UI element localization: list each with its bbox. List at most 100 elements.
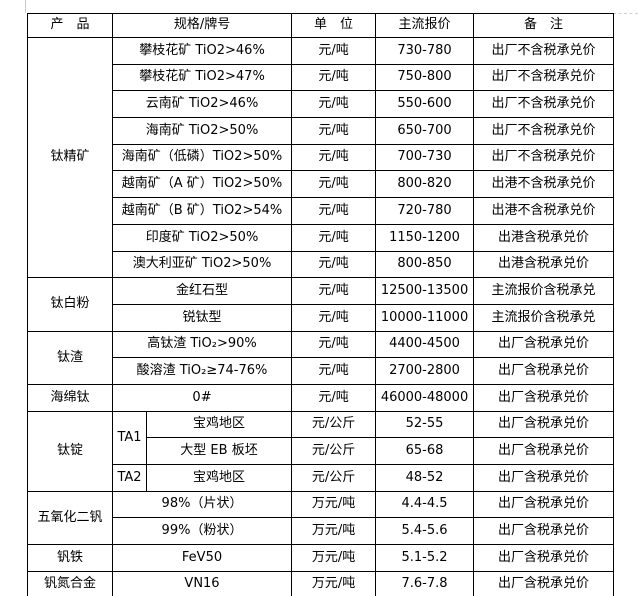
unit-cell: 元/吨	[291, 117, 377, 145]
table-row: 海南矿（低磷）TiO2>50% 元/吨 700-730 出厂不含税承兑价	[28, 143, 615, 172]
note-cell: 出厂含税承兑价	[473, 570, 615, 596]
price-cell: 52-55	[375, 410, 475, 439]
spec-cell: 金红石型	[111, 277, 293, 305]
spec-cell: 印度矿 TiO2>50%	[111, 223, 293, 252]
unit-cell: 元/公斤	[291, 437, 377, 465]
table-row: 海绵钛 0# 元/吨 46000-48000 出厂含税承兑价	[27, 383, 615, 412]
note-cell: 出港含税承兑价	[473, 223, 615, 252]
spec-cell: 越南矿（A 矿）TiO2>50%	[111, 170, 293, 199]
price-cell: 46000-48000	[375, 383, 475, 412]
price-cell: 800-850	[375, 250, 475, 279]
unit-cell: 元/吨	[291, 90, 377, 119]
spec-cell: 98%（片状）	[111, 490, 293, 519]
product-group-cell: 钛白粉	[27, 277, 113, 332]
spec-cell: 酸溶渣 TiO₂≥74-76%	[111, 357, 293, 385]
note-cell: 出厂含税承兑价	[473, 464, 615, 492]
spec-cell: 0#	[111, 383, 293, 412]
table-row: 海南矿 TiO2>50% 元/吨 650-700 出厂不含税承兑价	[28, 117, 615, 145]
price-cell: 65-68	[375, 437, 475, 465]
note-cell: 出厂含税承兑价	[473, 410, 615, 439]
unit-cell: 万元/吨	[291, 490, 377, 519]
unit-cell: 元/吨	[291, 250, 377, 279]
table-row: 锐钛型 元/吨 10000-11000 主流报价含税承兑	[28, 303, 615, 332]
table-row: 酸溶渣 TiO₂≥74-76% 元/吨 2700-2800 出厂含税承兑价	[28, 357, 615, 385]
price-cell: 720-780	[375, 197, 475, 225]
note-cell: 出港不含税承兑价	[473, 170, 615, 199]
note-cell: 出厂含税承兑价	[473, 490, 615, 519]
note-cell: 出港不含税承兑价	[473, 197, 615, 225]
product-group-cell: 海绵钛	[27, 383, 113, 412]
price-cell: 550-600	[375, 90, 475, 119]
spec-cell: 海南矿（低磷）TiO2>50%	[111, 143, 293, 172]
unit-cell: 元/公斤	[291, 464, 377, 492]
note-cell: 出厂含税承兑价	[473, 517, 615, 546]
table-row: 钛精矿 攀枝花矿 TiO2>46% 元/吨 730-780 出厂不含税承兑价	[27, 36, 615, 279]
spec-cell: 攀枝花矿 TiO2>46%	[111, 37, 293, 65]
grade-cell: TA1	[112, 410, 147, 466]
price-cell: 5.4-5.6	[375, 517, 475, 546]
note-cell: 出厂含税承兑价	[473, 544, 615, 572]
note-cell: 出厂不含税承兑价	[473, 117, 615, 145]
table-row: 云南矿 TiO2>46% 元/吨 550-600 出厂不含税承兑价	[28, 90, 615, 119]
table-row: 越南矿（B 矿）TiO2>54% 元/吨 720-780 出港不含税承兑价	[28, 197, 615, 225]
table-header-row: 产 品 规格/牌号 单 位 主流报价 备 注	[27, 13, 615, 38]
table-row: 攀枝花矿 TiO2>47% 元/吨 750-800 出厂不含税承兑价	[28, 63, 615, 92]
price-cell: 4.4-4.5	[375, 490, 475, 519]
table-row: 钛锭 TA1 宝鸡地区 元/公斤 52-55 出厂含税承兑价	[27, 410, 615, 492]
note-cell: 主流报价含税承兑	[473, 303, 615, 332]
note-cell: 出厂不含税承兑价	[473, 90, 615, 119]
spec-cell: 99%（粉状）	[111, 517, 293, 546]
header-unit-cell: 单 位	[291, 13, 377, 38]
table-row: 钛渣 高钛渣 TiO₂>90% 元/吨 4400-4500 出厂含税承兑价	[27, 330, 615, 385]
unit-cell: 元/吨	[291, 223, 377, 252]
price-cell: 5.1-5.2	[375, 544, 475, 572]
table-row: 越南矿（A 矿）TiO2>50% 元/吨 800-820 出港不含税承兑价	[28, 170, 615, 199]
price-cell: 7.6-7.8	[375, 570, 475, 596]
note-cell: 出厂不含税承兑价	[473, 37, 615, 65]
product-group-cell: 钛精矿	[27, 36, 113, 279]
price-cell: 10000-11000	[375, 303, 475, 332]
product-group-cell: 五氧化二钒	[27, 490, 113, 546]
header-spec-cell: 规格/牌号	[111, 13, 293, 38]
price-cell: 700-730	[375, 143, 475, 172]
unit-cell: 万元/吨	[291, 544, 377, 572]
table-row: 钒铁 FeV50 万元/吨 5.1-5.2 出厂含税承兑价	[27, 544, 615, 572]
table-row: TA2 宝鸡地区 元/公斤 48-52 出厂含税承兑价	[28, 464, 615, 492]
product-group-cell: 钛渣	[27, 330, 113, 385]
unit-cell: 元/吨	[291, 37, 377, 65]
unit-cell: 元/吨	[291, 197, 377, 225]
titanium-vanadium-price-table: 产 品 规格/牌号 单 位 主流报价 备 注 钛精矿 攀枝花矿 TiO2>46%…	[27, 13, 615, 596]
price-cell: 4400-4500	[375, 330, 475, 359]
table-row: 印度矿 TiO2>50% 元/吨 1150-1200 出港含税承兑价	[28, 223, 615, 252]
unit-cell: 元/吨	[291, 357, 377, 385]
price-cell: 48-52	[375, 464, 475, 492]
spec-cell: VN16	[111, 570, 293, 596]
table-row: 大型 EB 板坯 元/公斤 65-68 出厂含税承兑价	[28, 437, 615, 465]
unit-cell: 万元/吨	[291, 517, 377, 546]
unit-cell: 元/吨	[291, 383, 377, 412]
price-cell: 12500-13500	[375, 277, 475, 305]
spec-cell: FeV50	[111, 544, 293, 572]
note-cell: 出港含税承兑价	[473, 250, 615, 279]
header-note-cell: 备 注	[473, 13, 615, 38]
spec-cell: 澳大利亚矿 TiO2>50%	[111, 250, 293, 279]
product-group-cell: 钛锭	[27, 410, 113, 492]
spec-cell: 锐钛型	[111, 303, 293, 332]
note-cell: 出厂不含税承兑价	[473, 143, 615, 172]
product-group-cell: 钒氮合金	[27, 570, 113, 596]
table-row: 五氧化二钒 98%（片状） 万元/吨 4.4-4.5 出厂含税承兑价	[27, 490, 615, 546]
spec-cell: 大型 EB 板坯	[145, 437, 293, 465]
gridline-artifact-top-left	[25, 0, 26, 13]
price-cell: 800-820	[375, 170, 475, 199]
unit-cell: 元/吨	[291, 143, 377, 172]
unit-cell: 元/吨	[291, 277, 377, 305]
table-row: 钒氮合金 VN16 万元/吨 7.6-7.8 出厂含税承兑价	[27, 570, 615, 596]
price-cell: 730-780	[375, 37, 475, 65]
price-cell: 750-800	[375, 63, 475, 92]
product-group-cell: 钒铁	[27, 544, 113, 572]
price-cell: 2700-2800	[375, 357, 475, 385]
unit-cell: 元/吨	[291, 303, 377, 332]
note-cell: 出厂不含税承兑价	[473, 63, 615, 92]
note-cell: 出厂含税承兑价	[473, 437, 615, 465]
